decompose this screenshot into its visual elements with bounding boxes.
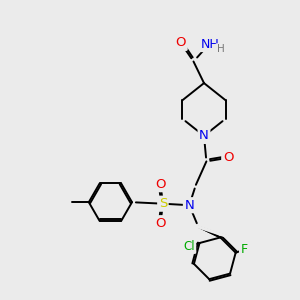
Text: O: O — [155, 178, 166, 191]
Text: S: S — [159, 197, 167, 210]
Text: Cl: Cl — [183, 239, 195, 253]
Text: NH: NH — [200, 38, 219, 51]
Text: F: F — [241, 243, 248, 256]
Text: N: N — [199, 129, 209, 142]
Text: N: N — [184, 199, 194, 212]
Text: H: H — [217, 44, 224, 55]
Text: O: O — [176, 36, 186, 50]
Text: O: O — [155, 217, 166, 230]
Text: O: O — [223, 151, 233, 164]
